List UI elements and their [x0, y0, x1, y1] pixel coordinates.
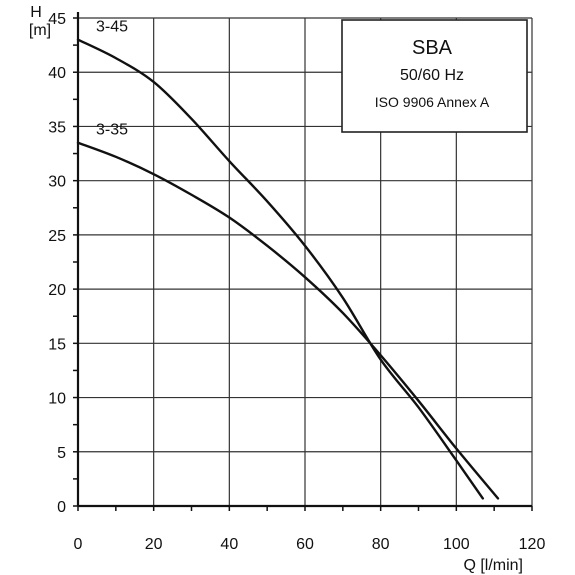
x-tick-label: 100 [443, 536, 470, 553]
x-tick-label: 0 [74, 536, 83, 553]
y-tick-label: 35 [48, 119, 66, 136]
x-tick-label: 120 [519, 536, 546, 553]
y-tick-label: 40 [48, 65, 66, 82]
axes [73, 12, 533, 511]
series-line-3-35 [76, 141, 500, 500]
series-labels: 3-45 3-35 [96, 19, 128, 139]
tick-labels: 0 5 10 15 20 25 30 35 40 45 0 20 40 60 80 100 120 [48, 11, 545, 553]
y-tick-label: 5 [57, 445, 66, 462]
y-tick-label: 20 [48, 282, 66, 299]
chart-title: SBA [412, 37, 453, 59]
series-label-3-35: 3-35 [96, 122, 128, 139]
y-tick-label: 10 [48, 391, 66, 408]
y-tick-label: 0 [57, 499, 66, 516]
title-box: SBA 50/60 Hz ISO 9906 Annex A [341, 19, 528, 133]
y-tick-label: 15 [48, 336, 66, 353]
series-line-3-45 [76, 38, 485, 500]
series-label-3-45: 3-45 [96, 19, 128, 36]
x-tick-label: 40 [220, 536, 238, 553]
x-tick-label: 20 [145, 536, 163, 553]
chart-subtitle-frequency: 50/60 Hz [400, 67, 464, 84]
y-axis-label-unit: [m] [29, 22, 51, 39]
y-tick-label: 25 [48, 228, 66, 245]
y-tick-label: 30 [48, 174, 66, 191]
x-tick-label: 60 [296, 536, 314, 553]
y-tick-label: 45 [48, 11, 66, 28]
x-axis-label: Q [l/min] [463, 557, 523, 574]
title-box-frame [341, 19, 528, 133]
x-tick-label: 80 [372, 536, 390, 553]
chart-subtitle-standard: ISO 9906 Annex A [375, 94, 490, 110]
y-axis-label-symbol: H [30, 4, 42, 21]
series-lines [76, 38, 500, 500]
